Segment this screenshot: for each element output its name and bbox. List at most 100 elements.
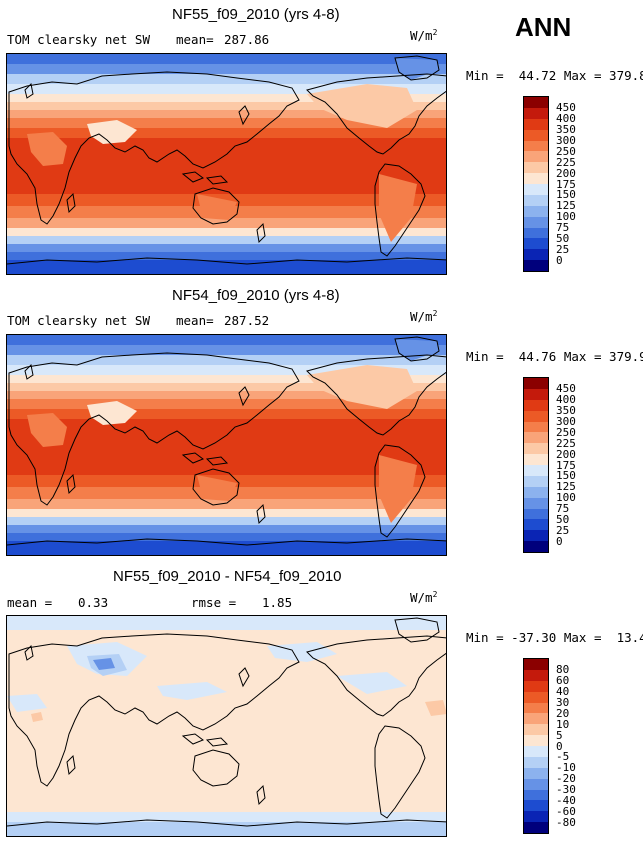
colorbar-label: 225: [556, 155, 576, 169]
colorbar-swatch: [524, 227, 548, 239]
colorbar-label: 250: [556, 425, 576, 439]
colorbar-swatch: [524, 541, 548, 552]
panel-1-mean-value: 287.86: [224, 32, 270, 47]
colorbar-swatch: [524, 735, 548, 746]
panel-1-map: [6, 53, 447, 275]
colorbar-label: 80: [556, 663, 570, 677]
panel-3-rmse-label: rmse =: [191, 595, 237, 610]
colorbar-label: 400: [556, 112, 576, 126]
colorbar-label: 0: [556, 253, 563, 267]
panel-1-mean-label: mean=: [176, 32, 214, 47]
colorbar-label: 5: [556, 728, 563, 742]
colorbar-swatch: [524, 443, 548, 455]
colorbar-label: -5: [556, 750, 570, 764]
colorbar-label: 200: [556, 166, 576, 180]
colorbar-label: 450: [556, 382, 576, 396]
panel-2-colorbar: [523, 377, 549, 553]
colorbar-label: 20: [556, 706, 570, 720]
panel-1-colorbar: [523, 96, 549, 272]
colorbar-label: 125: [556, 199, 576, 213]
colorbar-swatch: [524, 530, 548, 542]
colorbar-label: 125: [556, 480, 576, 494]
panel-2-variable: TOM clearsky net SW: [7, 313, 150, 328]
colorbar-label: 200: [556, 447, 576, 461]
colorbar-swatch: [524, 454, 548, 465]
colorbar-label: 30: [556, 696, 570, 709]
colorbar-label: 40: [556, 685, 570, 699]
colorbar-swatch: [524, 216, 548, 228]
colorbar-label: 10: [556, 717, 570, 731]
colorbar-swatch: [524, 497, 548, 509]
colorbar-swatch: [524, 475, 548, 487]
panel-1-variable: TOM clearsky net SW: [7, 32, 150, 47]
colorbar-swatch: [524, 249, 548, 261]
colorbar-label: 0: [556, 534, 563, 548]
colorbar-label: 25: [556, 523, 570, 537]
panel-1-min-max: Min = 44.72 Max = 379.86: [466, 68, 643, 83]
colorbar-label: 60: [556, 674, 570, 688]
colorbar-swatch: [524, 421, 548, 433]
panel-3-rmse-value: 1.85: [262, 595, 293, 610]
colorbar-swatch: [524, 378, 548, 389]
panel-1-units: W/m2: [410, 28, 438, 44]
colorbar-swatch: [524, 129, 548, 141]
colorbar-label: 100: [556, 491, 576, 505]
colorbar-label: 225: [556, 436, 576, 450]
colorbar-label: 75: [556, 221, 570, 234]
colorbar-swatch: [524, 659, 548, 670]
colorbar-label: 100: [556, 210, 576, 224]
colorbar-label: -10: [556, 761, 576, 775]
panel-3-min-max: Min = -37.30 Max = 13.43: [466, 630, 643, 645]
colorbar-swatch: [524, 669, 548, 681]
colorbar-swatch: [524, 756, 548, 768]
colorbar-swatch: [524, 151, 548, 163]
colorbar-label: 50: [556, 512, 570, 526]
colorbar-label: 350: [556, 123, 576, 137]
colorbar-label: 300: [556, 134, 576, 147]
colorbar-swatch: [524, 162, 548, 174]
colorbar-swatch: [524, 432, 548, 444]
panel-2-title: NF54_f09_2010 (yrs 4-8): [172, 287, 340, 304]
panel-3-title: NF55_f09_2010 - NF54_f09_2010: [113, 568, 342, 585]
panel-2-min-max: Min = 44.76 Max = 379.90: [466, 349, 643, 364]
colorbar-label: 0: [556, 739, 563, 753]
colorbar-label: 300: [556, 415, 576, 428]
panel-1-title: NF55_f09_2010 (yrs 4-8): [172, 6, 340, 23]
colorbar-label: 75: [556, 502, 570, 515]
panel-2-mean-value: 287.52: [224, 313, 270, 328]
colorbar-swatch: [524, 140, 548, 152]
colorbar-label: -20: [556, 772, 576, 786]
colorbar-swatch: [524, 713, 548, 725]
colorbar-label: 400: [556, 393, 576, 407]
colorbar-swatch: [524, 205, 548, 217]
colorbar-swatch: [524, 680, 548, 692]
panel-3-map: [6, 615, 447, 837]
colorbar-label: 150: [556, 188, 576, 202]
colorbar-swatch: [524, 399, 548, 411]
colorbar-swatch: [524, 465, 548, 476]
colorbar-swatch: [524, 746, 548, 757]
panel-3-units: W/m2: [410, 590, 438, 606]
colorbar-swatch: [524, 97, 548, 108]
colorbar-swatch: [524, 486, 548, 498]
colorbar-label: 25: [556, 242, 570, 256]
colorbar-swatch: [524, 260, 548, 271]
panel-2-mean-label: mean=: [176, 313, 214, 328]
colorbar-label: 50: [556, 231, 570, 245]
colorbar-swatch: [524, 767, 548, 779]
colorbar-label: -80: [556, 815, 576, 829]
colorbar-swatch: [524, 691, 548, 703]
panel-2-map: [6, 334, 447, 556]
colorbar-swatch: [524, 800, 548, 812]
season-label: ANN: [515, 12, 572, 42]
colorbar-label: 150: [556, 469, 576, 483]
colorbar-label: -30: [556, 783, 576, 796]
colorbar-swatch: [524, 194, 548, 206]
colorbar-swatch: [524, 118, 548, 130]
colorbar-swatch: [524, 789, 548, 801]
colorbar-label: 250: [556, 144, 576, 158]
colorbar-label: 450: [556, 101, 576, 115]
colorbar-swatch: [524, 778, 548, 790]
colorbar-label: -40: [556, 793, 576, 807]
colorbar-swatch: [524, 238, 548, 250]
